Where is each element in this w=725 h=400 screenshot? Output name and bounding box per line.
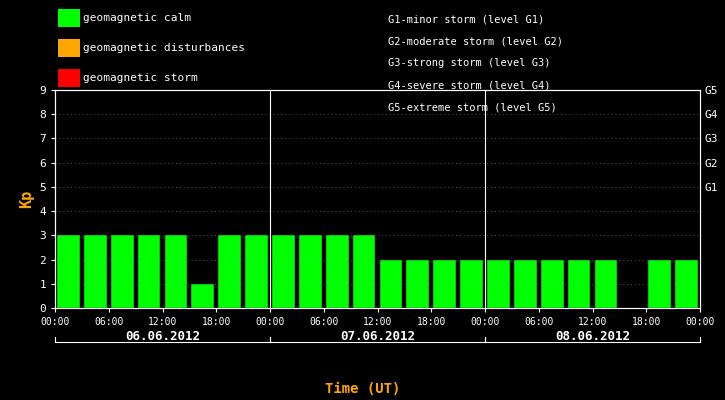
Bar	[111, 235, 133, 308]
Text: G1-minor storm (level G1): G1-minor storm (level G1)	[388, 14, 544, 24]
Bar	[352, 235, 376, 308]
Text: G5-extreme storm (level G5): G5-extreme storm (level G5)	[388, 102, 557, 112]
Bar	[138, 235, 160, 308]
Bar	[675, 260, 698, 308]
Text: G3-strong storm (level G3): G3-strong storm (level G3)	[388, 58, 550, 68]
Bar	[84, 235, 107, 308]
Text: 07.06.2012: 07.06.2012	[340, 330, 415, 343]
Bar	[541, 260, 563, 308]
Bar	[165, 235, 187, 308]
Text: 08.06.2012: 08.06.2012	[555, 330, 630, 343]
Bar	[299, 235, 322, 308]
Bar	[191, 284, 214, 308]
Bar	[272, 235, 295, 308]
Bar	[379, 260, 402, 308]
Bar	[487, 260, 510, 308]
Bar	[594, 260, 618, 308]
Bar	[245, 235, 268, 308]
Bar	[568, 260, 590, 308]
Bar	[460, 260, 483, 308]
Bar	[326, 235, 349, 308]
Bar	[514, 260, 536, 308]
Text: geomagnetic calm: geomagnetic calm	[83, 13, 191, 23]
Y-axis label: Kp: Kp	[19, 190, 33, 208]
Bar	[407, 260, 429, 308]
Bar	[218, 235, 241, 308]
Bar	[434, 260, 456, 308]
Text: G2-moderate storm (level G2): G2-moderate storm (level G2)	[388, 36, 563, 46]
Bar	[648, 260, 671, 308]
Text: G4-severe storm (level G4): G4-severe storm (level G4)	[388, 80, 550, 90]
Text: geomagnetic storm: geomagnetic storm	[83, 73, 198, 83]
Text: geomagnetic disturbances: geomagnetic disturbances	[83, 43, 245, 53]
Text: 06.06.2012: 06.06.2012	[125, 330, 200, 343]
Text: Time (UT): Time (UT)	[325, 382, 400, 396]
Bar	[57, 235, 80, 308]
